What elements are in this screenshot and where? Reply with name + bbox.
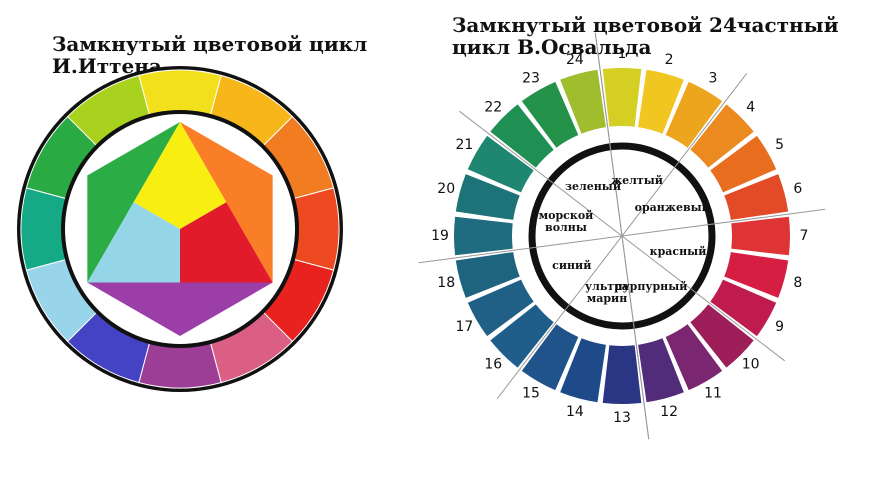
ostwald-segment-number: 8 (793, 275, 802, 291)
itten-yellow-region (133, 122, 227, 229)
ostwald-segment (638, 338, 684, 403)
ostwald-segment-number: 17 (455, 319, 473, 335)
ostwald-segment-number: 18 (437, 275, 455, 291)
ostwald-segment (665, 81, 723, 148)
itten-ring-segment (20, 187, 67, 271)
ostwald-segment (724, 174, 789, 220)
ostwald-segment (690, 104, 754, 168)
ostwald-title: Замкнутый цветовой 24частный цикл В.Осва… (452, 14, 839, 58)
ostwald-segment-number: 24 (566, 52, 584, 68)
ostwald-segment (602, 68, 642, 127)
ostwald-segment (602, 345, 642, 404)
ostwald-segment-number: 22 (484, 99, 502, 115)
ostwald-segment-number: 10 (742, 357, 760, 373)
ostwald-segment (521, 81, 579, 148)
ostwald-inner-label: пурпурный (615, 280, 688, 293)
ostwald-segment (731, 216, 790, 256)
ostwald-segment-number: 6 (793, 181, 802, 197)
ostwald-segment (710, 279, 777, 337)
ostwald-divider-line (594, 32, 650, 440)
ostwald-segment (665, 324, 723, 391)
ostwald-segment (724, 252, 789, 298)
itten-ring-segment (138, 69, 222, 116)
ostwald-segment-number: 9 (775, 319, 784, 335)
ostwald-segment (454, 216, 513, 256)
ostwald-segment-number: 4 (746, 99, 755, 115)
ostwald-segment (490, 304, 554, 368)
itten-color-wheel (17, 66, 343, 392)
ostwald-segment (710, 135, 777, 193)
itten-ring-segment (293, 187, 340, 271)
ostwald-segment-number: 23 (522, 70, 540, 86)
ostwald-segment-number: 12 (660, 404, 678, 420)
ostwald-inner-label: зеленый (565, 180, 621, 193)
ostwald-segment (467, 135, 534, 193)
ostwald-segment (490, 104, 554, 168)
ostwald-inner-label: ультра марин (585, 280, 629, 305)
ostwald-title-line-2: цикл В.Освальда (452, 35, 652, 59)
itten-violet-triangle (87, 282, 273, 336)
ostwald-segment (467, 279, 534, 337)
ostwald-color-wheel: 1 23456789101112131415161718192021222324ж… (418, 32, 826, 440)
ostwald-segment-number: 1 (618, 46, 627, 62)
itten-ring-segment (138, 342, 222, 389)
ostwald-title-line-1: Замкнутый цветовой 24частный (452, 13, 839, 37)
itten-red-region (180, 202, 273, 283)
ostwald-segment-number: 16 (484, 357, 502, 373)
ostwald-segment-number: 2 (665, 52, 674, 68)
ostwald-segment-number: 21 (455, 137, 473, 153)
ostwald-segment-number: 7 (800, 228, 809, 244)
ostwald-segment-number: 19 (431, 228, 449, 244)
ostwald-inner-label: желтый (611, 174, 663, 187)
ostwald-segment (455, 252, 520, 298)
ostwald-segment (690, 304, 754, 368)
ostwald-segment-number: 5 (775, 137, 784, 153)
itten-blue-region (87, 202, 180, 283)
ostwald-segment-number: 20 (437, 181, 455, 197)
ostwald-segment (560, 338, 606, 403)
ostwald-segment-number: 3 (709, 70, 718, 86)
itten-title-line-1: Замкнутый цветовой цикл (52, 32, 368, 56)
ostwald-segment (560, 69, 606, 134)
ostwald-inner-label: оранжевый (635, 201, 710, 214)
ostwald-segment (521, 324, 579, 391)
itten-green-triangle (87, 122, 180, 283)
ostwald-segment-number: 14 (566, 404, 584, 420)
ostwald-segment-number: 13 (613, 410, 631, 426)
ostwald-segment-number: 15 (522, 386, 540, 402)
ostwald-inner-label: синий (552, 259, 591, 272)
ostwald-segment (638, 69, 684, 134)
ostwald-inner-label: красный (650, 245, 707, 258)
ostwald-inner-label: морской волны (539, 209, 594, 234)
ostwald-segment-number: 11 (704, 386, 722, 402)
ostwald-segment (455, 174, 520, 220)
